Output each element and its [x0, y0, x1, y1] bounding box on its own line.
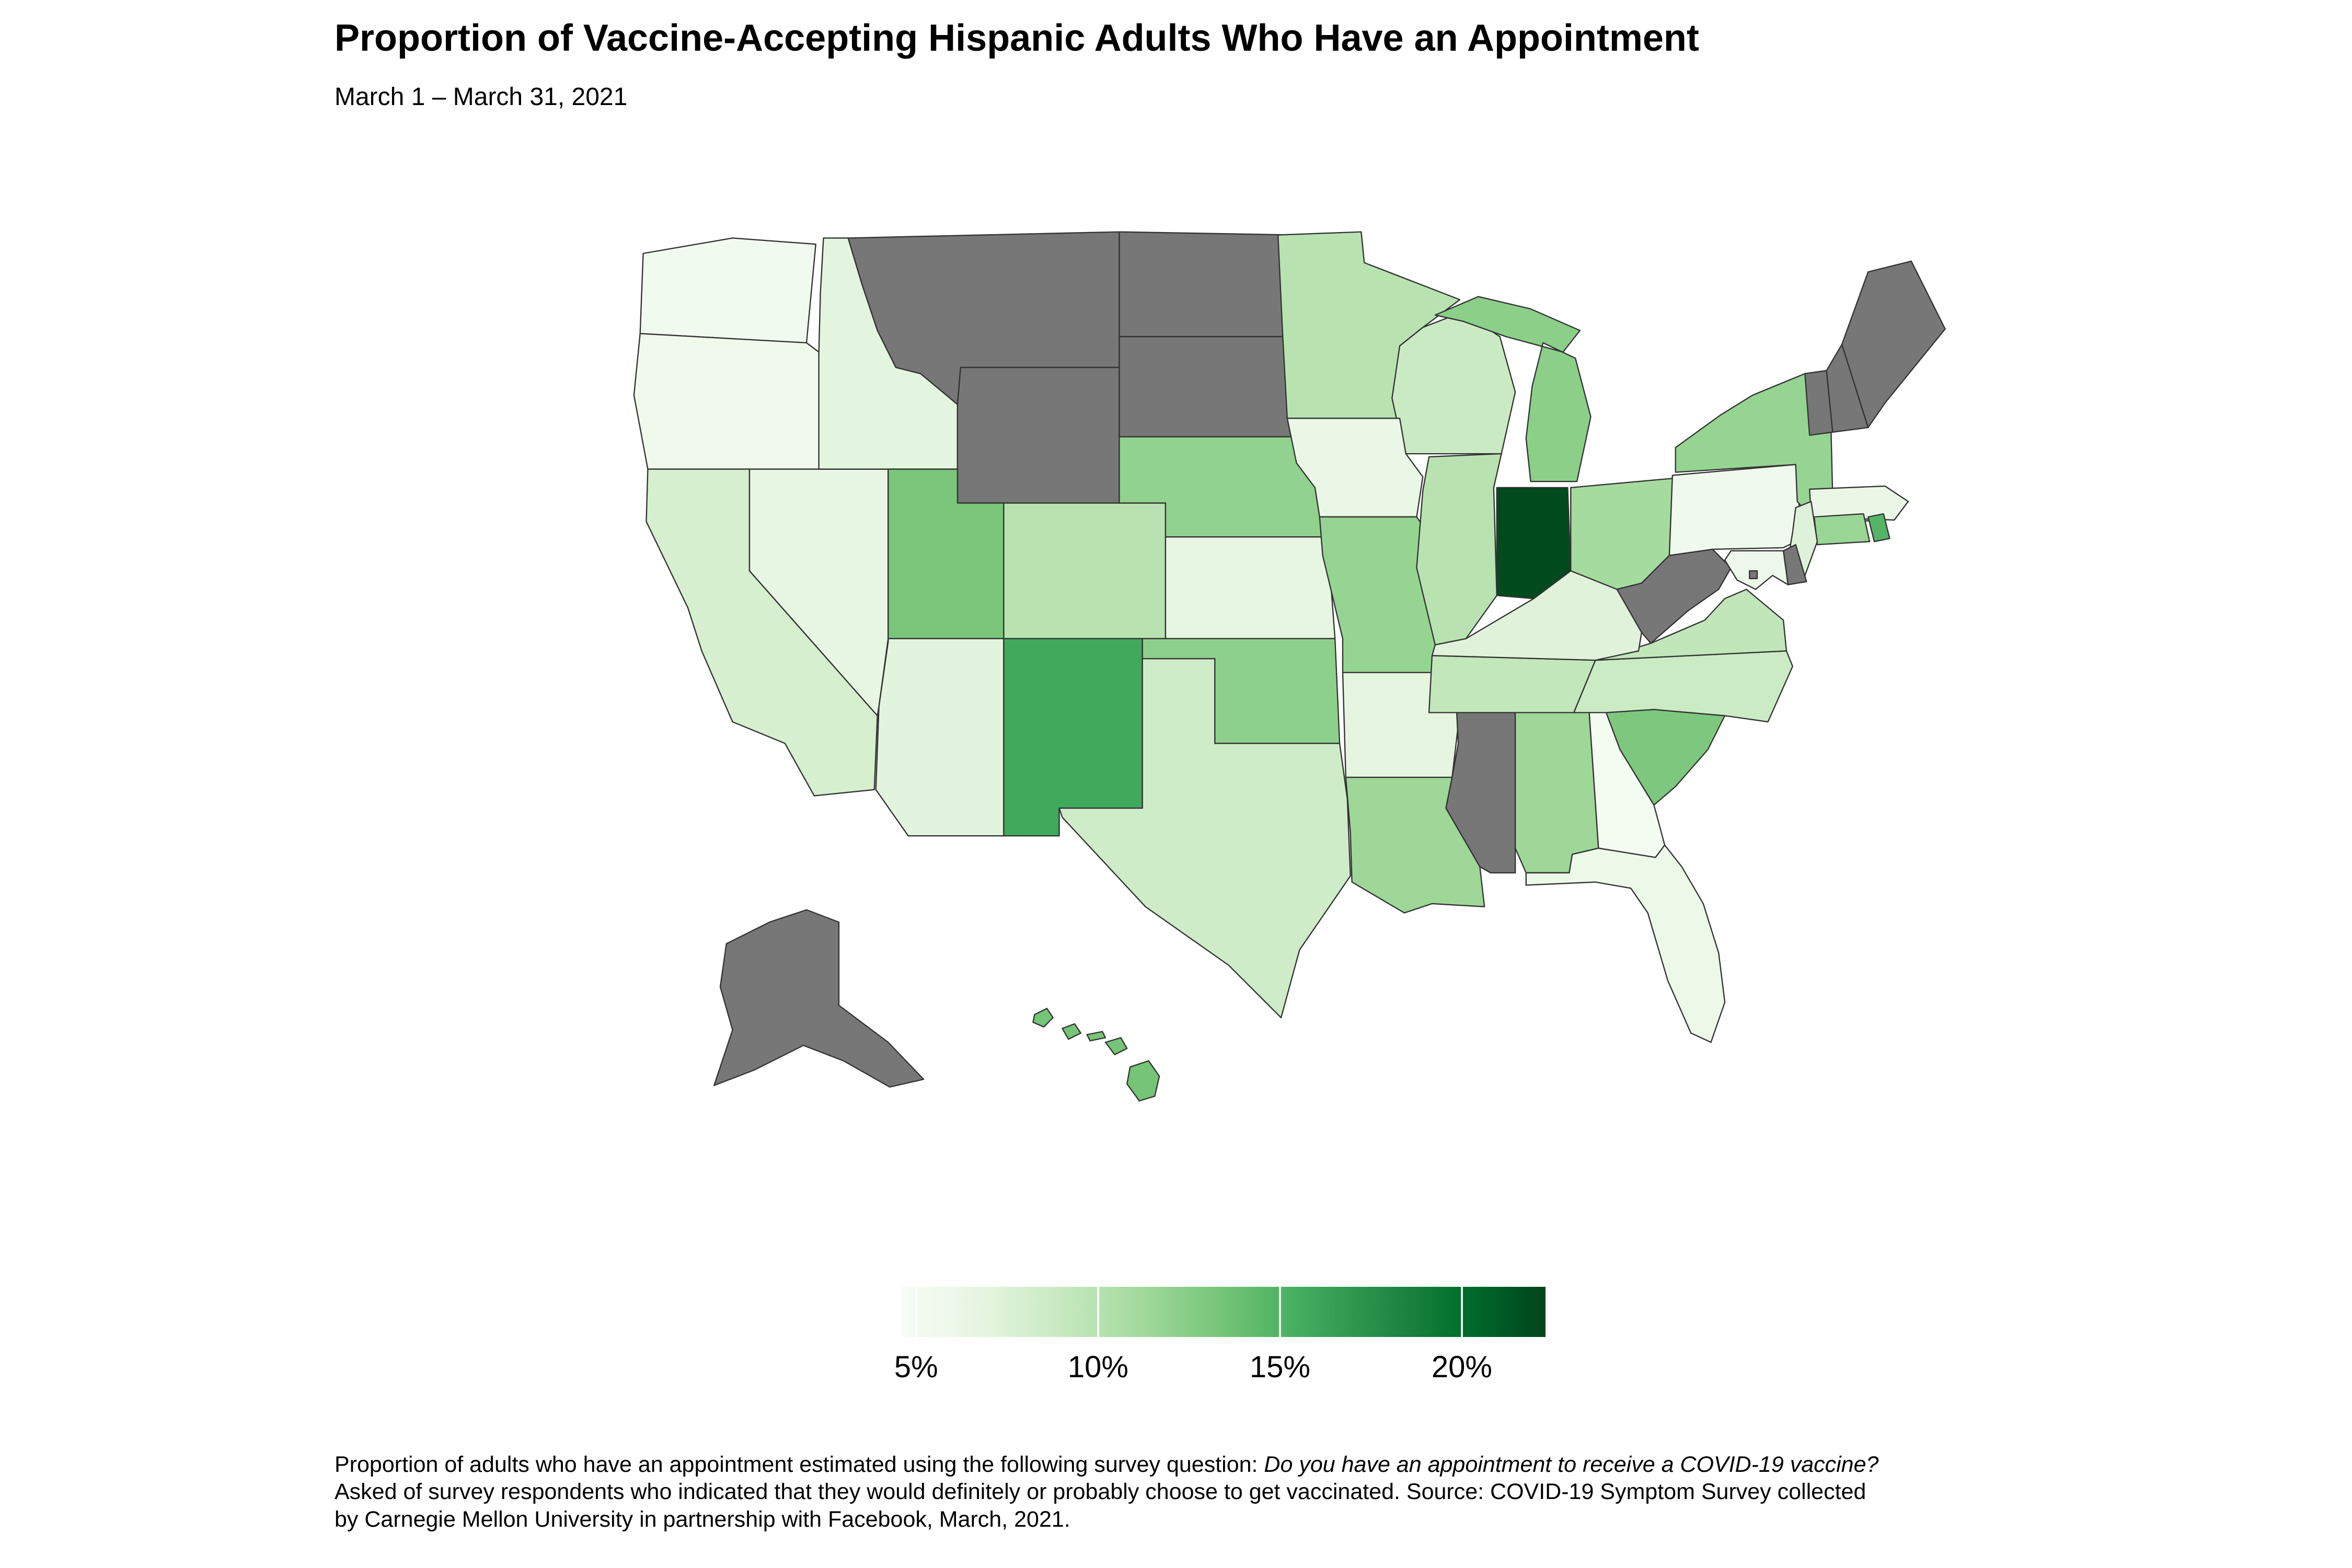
- footnote-line-1: Proportion of adults who have an appoint…: [335, 1451, 2195, 1478]
- state-ME[interactable]: Maine: [1841, 260, 1946, 429]
- state-AZ[interactable]: Arizona: 7%: [875, 638, 1005, 837]
- page-title: Proportion of Vaccine-Accepting Hispanic…: [335, 17, 1699, 59]
- footnote-survey-question: Do you have an appointment to receive a …: [1264, 1452, 1879, 1477]
- state-OR[interactable]: Oregon: 5.5%: [633, 333, 820, 470]
- legend-tick: [1278, 1287, 1281, 1337]
- legend-tick-label: 20%: [1431, 1350, 1492, 1384]
- legend-tick: [1097, 1287, 1099, 1337]
- legend-gradient-bar: [902, 1287, 1546, 1337]
- state-CT[interactable]: Connecticut: 11.6%: [1813, 513, 1871, 546]
- state-AK[interactable]: Alaska: [713, 909, 925, 1088]
- legend-tick-label: 15%: [1249, 1350, 1310, 1384]
- state-KS[interactable]: Kansas: 6.6%: [1165, 536, 1336, 640]
- state-ND[interactable]: North Dakota: [1119, 231, 1294, 338]
- state-TN[interactable]: Tennessee: 9.3%: [1428, 655, 1596, 713]
- state-IL[interactable]: Illinois: 9.9%: [1416, 453, 1502, 645]
- us-map-svg: Washington: 5.3%Oregon: 5.5%California: …: [633, 231, 1946, 1102]
- state-SD[interactable]: South Dakota: [1119, 336, 1297, 437]
- state-RI[interactable]: Rhode Island: 14.8%: [1867, 513, 1890, 543]
- state-TX[interactable]: Texas: 8.5%: [1058, 658, 1351, 1019]
- state-IN[interactable]: Indiana: 22%: [1496, 487, 1572, 599]
- state-WI[interactable]: Wisconsin: 8.8%: [1391, 311, 1516, 455]
- state-NC[interactable]: North Carolina: 8.7%: [1573, 650, 1793, 723]
- us-choropleth-map: Washington: 5.3%Oregon: 5.5%California: …: [572, 186, 2051, 1203]
- footnote-text: Proportion of adults who have an appoint…: [335, 1452, 1264, 1477]
- footnote-line-3: by Carnegie Mellon University in partner…: [335, 1506, 1070, 1532]
- state-WV[interactable]: West Virginia: [1616, 548, 1732, 644]
- state-WY[interactable]: Wyoming: [956, 366, 1120, 504]
- legend-tick: [915, 1287, 917, 1337]
- state-VA[interactable]: Virginia: 9.4%: [1595, 589, 1788, 661]
- state-NM[interactable]: New Mexico: 15.8%: [1003, 638, 1143, 837]
- state-PA[interactable]: Pennsylvania: 5.4%: [1668, 464, 1803, 556]
- page-subtitle: March 1 – March 31, 2021: [335, 83, 628, 111]
- state-MD[interactable]: Maryland: 5.8%: [1724, 550, 1789, 590]
- legend-tick-label: 10%: [1067, 1350, 1128, 1384]
- state-WA[interactable]: Washington: 5.3%: [639, 237, 816, 344]
- state-AL[interactable]: Alabama: 11.4%: [1514, 712, 1599, 874]
- legend-tick-label: 5%: [894, 1350, 938, 1384]
- state-DC[interactable]: District of Columbia: [1749, 570, 1758, 580]
- legend-axis: 5% 10% 15% 20%: [894, 1350, 1546, 1391]
- legend-tick: [1460, 1287, 1463, 1337]
- state-CO[interactable]: Colorado: 9.9%: [1003, 502, 1167, 640]
- state-HI[interactable]: Hawaii: 13.4%: [1032, 1008, 1160, 1102]
- footnote-line-2: Asked of survey respondents who indicate…: [335, 1479, 1866, 1505]
- state-MI[interactable]: Michigan: 12.3%: [1434, 296, 1592, 482]
- source-footnote: Proportion of adults who have an appoint…: [335, 1451, 2195, 1533]
- state-FL[interactable]: Florida: 6%: [1525, 844, 1726, 1043]
